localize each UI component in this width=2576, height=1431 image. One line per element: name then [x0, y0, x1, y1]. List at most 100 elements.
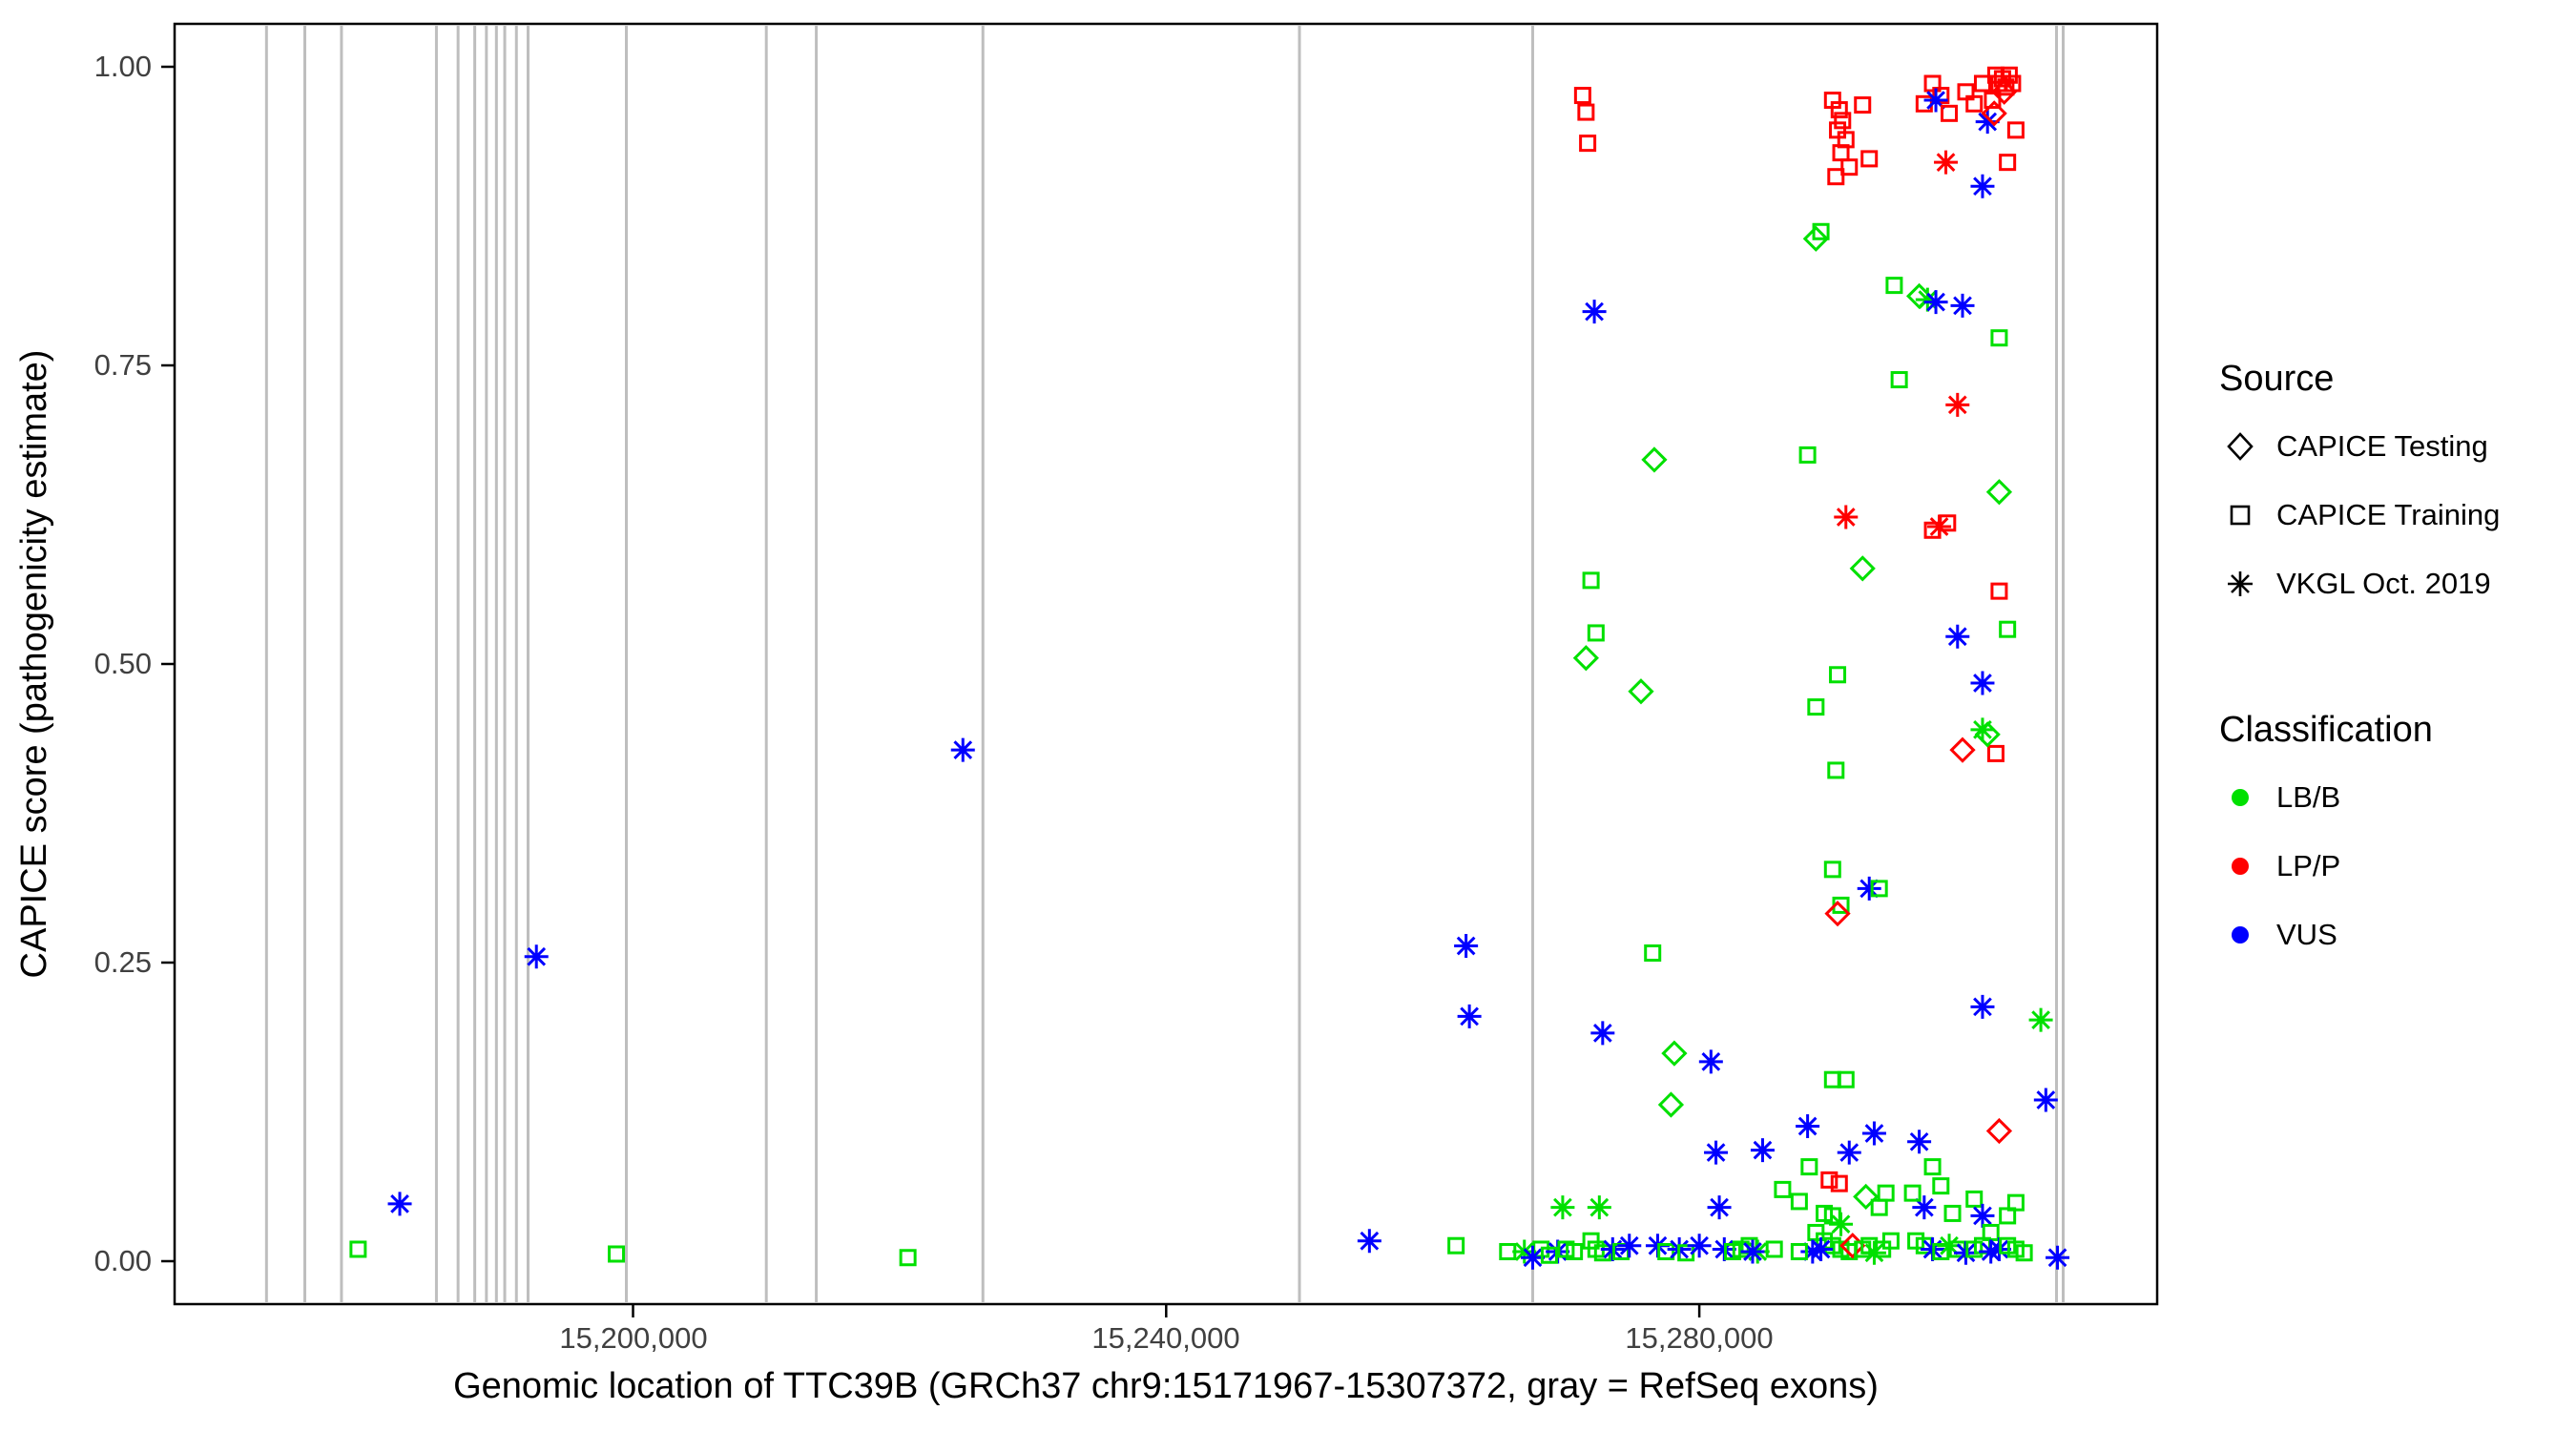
- point-asterisk: [1837, 1140, 1861, 1165]
- point-square: [1999, 154, 2017, 172]
- point-asterisk: [1857, 876, 1881, 901]
- x-axis-title: Genomic location of TTC39B (GRCh37 chr9:…: [453, 1366, 1879, 1406]
- point-asterisk: [950, 737, 975, 762]
- legend-item-lbb: LB/B: [2219, 763, 2433, 832]
- point-diamond: [1628, 678, 1654, 705]
- point-square: [1932, 87, 1950, 105]
- point-square: [1986, 744, 2005, 762]
- point-square: [1965, 1190, 1984, 1208]
- point-asterisk: [1704, 1140, 1729, 1165]
- asterisk-icon: [2228, 571, 2253, 596]
- point-square: [1644, 944, 1662, 962]
- point-asterisk: [1861, 1121, 1886, 1146]
- y-tick-label: 1.00: [93, 50, 152, 83]
- point-asterisk: [1520, 1245, 1545, 1270]
- point-square: [1798, 446, 1817, 464]
- point-square: [899, 1249, 917, 1267]
- green-dot-icon: [2232, 789, 2249, 806]
- point-square: [1965, 94, 1984, 113]
- point-square: [1657, 1242, 1675, 1260]
- point-square: [1800, 1158, 1818, 1176]
- point-diamond: [1974, 721, 2001, 748]
- point-diamond: [1949, 736, 1976, 763]
- red-dot-icon: [2232, 858, 2249, 875]
- point-asterisk: [1934, 150, 1959, 175]
- point-square: [1860, 150, 1879, 168]
- point-asterisk: [1950, 293, 1975, 318]
- point-square: [1812, 222, 1830, 240]
- point-square: [1903, 1184, 1922, 1202]
- point-asterisk: [2033, 1088, 2058, 1112]
- point-asterisk: [1809, 1236, 1834, 1261]
- point-asterisk: [1454, 933, 1479, 958]
- point-square: [1830, 1174, 1848, 1192]
- point-diamond: [1657, 1091, 1685, 1118]
- point-diamond: [1824, 901, 1851, 927]
- point-asterisk: [1357, 1229, 1381, 1254]
- diamond-icon: [2227, 432, 2254, 461]
- point-diamond: [1985, 479, 2013, 506]
- y-axis-title: CAPICE score (pathogenicity estimate): [14, 349, 54, 979]
- point-square: [1877, 1184, 1895, 1202]
- point-square: [1923, 1158, 1942, 1176]
- point-asterisk: [1587, 1195, 1611, 1220]
- point-square: [1854, 96, 1872, 114]
- point-diamond: [1572, 645, 1599, 672]
- point-asterisk: [2046, 1245, 2070, 1270]
- point-square: [1870, 880, 1888, 898]
- point-square: [1990, 329, 2008, 347]
- legend-label: VUS: [2276, 918, 2337, 951]
- point-square: [1807, 698, 1825, 716]
- point-diamond: [1853, 1183, 1880, 1211]
- point-square: [1765, 1240, 1783, 1258]
- point-square: [1827, 761, 1845, 779]
- legend-item-capice-testing: CAPICE Testing: [2219, 412, 2500, 481]
- point-asterisk: [1979, 1239, 2004, 1264]
- x-tick-label: 15,280,000: [1625, 1321, 1774, 1355]
- y-tick-label: 0.50: [93, 647, 152, 680]
- legend-label: LB/B: [2276, 780, 2341, 814]
- point-square: [1881, 1232, 1900, 1250]
- point-square: [1941, 104, 1959, 122]
- point-square: [1566, 1242, 1584, 1260]
- point-square: [1579, 135, 1597, 153]
- point-square: [1577, 103, 1595, 121]
- point-square: [1840, 158, 1859, 176]
- point-asterisk: [1687, 1234, 1712, 1258]
- legend-item-capice-training: CAPICE Training: [2219, 481, 2500, 550]
- point-square: [1587, 624, 1605, 642]
- point-asterisk: [1740, 1239, 1765, 1264]
- legend-label: LP/P: [2276, 849, 2341, 882]
- legend-source-title: Source: [2219, 359, 2335, 399]
- point-asterisk: [1582, 300, 1607, 324]
- point-square: [1990, 582, 2008, 600]
- point-asterisk: [1945, 624, 1970, 649]
- point-square: [1540, 1246, 1558, 1264]
- y-tick-label: 0.75: [93, 348, 152, 382]
- point-asterisk: [1829, 1212, 1854, 1236]
- point-square: [1932, 1177, 1950, 1195]
- point-asterisk: [1912, 1195, 1937, 1220]
- point-asterisk: [1457, 1004, 1482, 1028]
- point-square: [1774, 1180, 1792, 1198]
- point-asterisk: [1590, 1021, 1615, 1046]
- point-square: [1582, 571, 1600, 590]
- point-diamond: [1981, 100, 2007, 127]
- point-asterisk: [1975, 110, 2000, 135]
- point-square: [1870, 1198, 1888, 1216]
- point-square: [1885, 277, 1903, 295]
- point-square: [1790, 1192, 1808, 1211]
- legend-source: Source CAPICE Testing CAPICE Training VK…: [2219, 355, 2500, 618]
- point-square: [1999, 620, 2017, 638]
- point-asterisk: [1927, 514, 1952, 539]
- point-asterisk: [1945, 392, 1970, 417]
- point-square: [1829, 666, 1847, 684]
- point-asterisk: [1970, 671, 1995, 695]
- panel-border: [173, 22, 2159, 1306]
- point-asterisk: [1923, 88, 1948, 113]
- point-square: [1837, 1070, 1855, 1089]
- point-square: [2006, 121, 2025, 139]
- point-square: [1830, 101, 1848, 119]
- legend-item-vkgl: VKGL Oct. 2019: [2219, 550, 2500, 618]
